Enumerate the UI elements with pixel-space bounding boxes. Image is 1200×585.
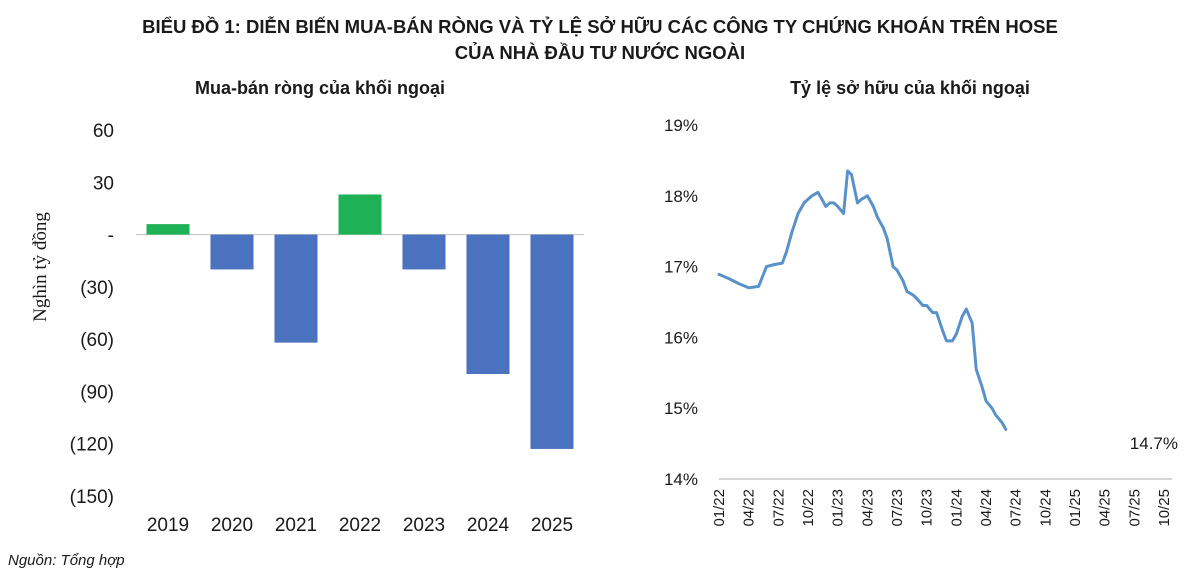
line-x-tick-label: 07/24 xyxy=(1008,489,1025,527)
ownership-series-line xyxy=(717,169,1008,431)
bar-x-tick-label: 2024 xyxy=(467,515,510,536)
line-x-tick-label: 10/24 xyxy=(1037,489,1054,527)
bar-x-tick-label: 2019 xyxy=(147,515,189,536)
bar-x-tick-label: 2023 xyxy=(403,515,445,536)
bar xyxy=(210,234,254,270)
bar-y-tick-label: (30) xyxy=(80,278,114,299)
bar-x-tick-label: 2022 xyxy=(339,515,381,536)
line-x-tick-label: 10/22 xyxy=(800,489,817,527)
line-x-tick-label: 10/25 xyxy=(1156,489,1173,527)
line-y-tick-label: 17% xyxy=(664,258,698,277)
line-x-tick-label: 04/24 xyxy=(978,489,995,527)
bar xyxy=(146,224,190,235)
bar-y-tick-label: 60 xyxy=(93,121,114,142)
main-title-line1: BIỂU ĐỒ 1: DIỄN BIẾN MUA-BÁN RÒNG VÀ TỶ … xyxy=(142,16,1058,37)
bar-y-tick-label: (120) xyxy=(70,435,114,456)
line-end-data-label: 14.7% xyxy=(1130,434,1178,453)
bar-y-axis-label: Nghìn tỷ đồng xyxy=(30,212,51,322)
source-note: Nguồn: Tổng hợp xyxy=(8,552,125,569)
bar-y-tick-label: (60) xyxy=(80,330,114,351)
bar xyxy=(402,234,446,270)
bar xyxy=(274,234,318,343)
bar-x-tick-label: 2025 xyxy=(531,515,573,536)
bar xyxy=(338,194,382,235)
line-x-tick-label: 07/25 xyxy=(1126,489,1143,527)
line-x-tick-label: 01/25 xyxy=(1067,489,1084,527)
bar-y-tick-label: (90) xyxy=(80,382,114,403)
bar-y-tick-label: (150) xyxy=(70,487,114,508)
line-x-tick-label: 04/25 xyxy=(1097,489,1114,527)
bar xyxy=(466,234,510,374)
line-y-tick-label: 15% xyxy=(664,399,698,418)
line-x-tick-label: 10/23 xyxy=(919,489,936,527)
bar-chart-title: Mua-bán ròng của khối ngoại xyxy=(194,78,445,98)
line-y-tick-label: 14% xyxy=(664,470,698,489)
line-x-tick-label: 04/22 xyxy=(741,489,758,527)
line-y-tick-label: 19% xyxy=(664,116,698,135)
line-x-tick-label: 01/22 xyxy=(711,489,728,527)
line-x-tick-label: 07/23 xyxy=(889,489,906,527)
main-title: BIỂU ĐỒ 1: DIỄN BIẾN MUA-BÁN RÒNG VÀ TỶ … xyxy=(0,14,1200,66)
line-y-tick-label: 16% xyxy=(664,328,698,347)
main-title-line2: CỦA NHÀ ĐẦU TƯ NƯỚC NGOÀI xyxy=(454,42,746,63)
line-chart-title: Tỷ lệ sở hữu của khối ngoại xyxy=(790,78,1030,98)
line-x-tick-label: 01/24 xyxy=(948,489,965,527)
bar xyxy=(530,234,574,449)
bar-y-tick-label: 30 xyxy=(93,173,114,194)
line-x-tick-label: 01/23 xyxy=(830,489,847,527)
line-x-tick-label: 07/22 xyxy=(770,489,787,527)
line-x-tick-label: 04/23 xyxy=(859,489,876,527)
line-y-tick-label: 18% xyxy=(664,187,698,206)
bar-y-tick-label: - xyxy=(108,226,114,247)
bar-x-tick-label: 2020 xyxy=(211,515,253,536)
bar-x-tick-label: 2021 xyxy=(275,515,317,536)
